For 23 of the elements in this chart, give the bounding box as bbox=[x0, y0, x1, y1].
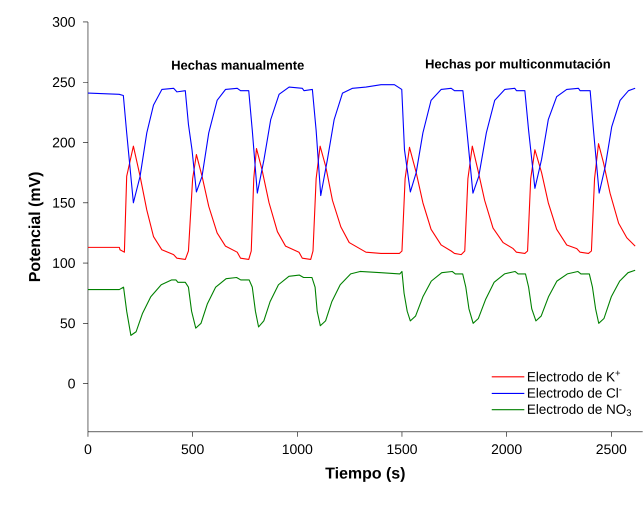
y-tick-label: 0 bbox=[68, 378, 75, 389]
x-tick-label: 1000 bbox=[282, 444, 312, 454]
line-series bbox=[87, 84, 636, 204]
y-tick-label: 300 bbox=[52, 17, 75, 28]
y-tick-label: 50 bbox=[60, 318, 75, 328]
x-tick-label: 500 bbox=[182, 444, 204, 454]
x-tick-label: 2500 bbox=[596, 444, 626, 454]
legend-label: Electrodo de Cl$^{-}$ bbox=[528, 388, 622, 398]
x-tick-label: 1500 bbox=[388, 444, 417, 454]
legend-label: Electrodo de K$^{+}$ bbox=[528, 370, 620, 382]
legend-label: Electrodo de NO$_{3}$ bbox=[528, 404, 632, 416]
y-axis-title: Potencial (mV) bbox=[28, 172, 44, 282]
x-axis-title: Tiempo (s) bbox=[325, 467, 405, 482]
annotation: Hechas por multiconmutación bbox=[426, 59, 610, 72]
y-tick-label: 200 bbox=[52, 138, 75, 148]
x-tick-label: 0 bbox=[84, 444, 92, 454]
y-tick-label: 100 bbox=[53, 258, 75, 268]
line-series bbox=[87, 143, 636, 260]
x-tick-label: 2000 bbox=[492, 444, 522, 454]
line-series bbox=[87, 270, 636, 336]
y-tick-label: 150 bbox=[53, 198, 75, 208]
y-tick-label: 250 bbox=[52, 77, 75, 88]
annotation: Hechas manualmente bbox=[172, 60, 304, 70]
